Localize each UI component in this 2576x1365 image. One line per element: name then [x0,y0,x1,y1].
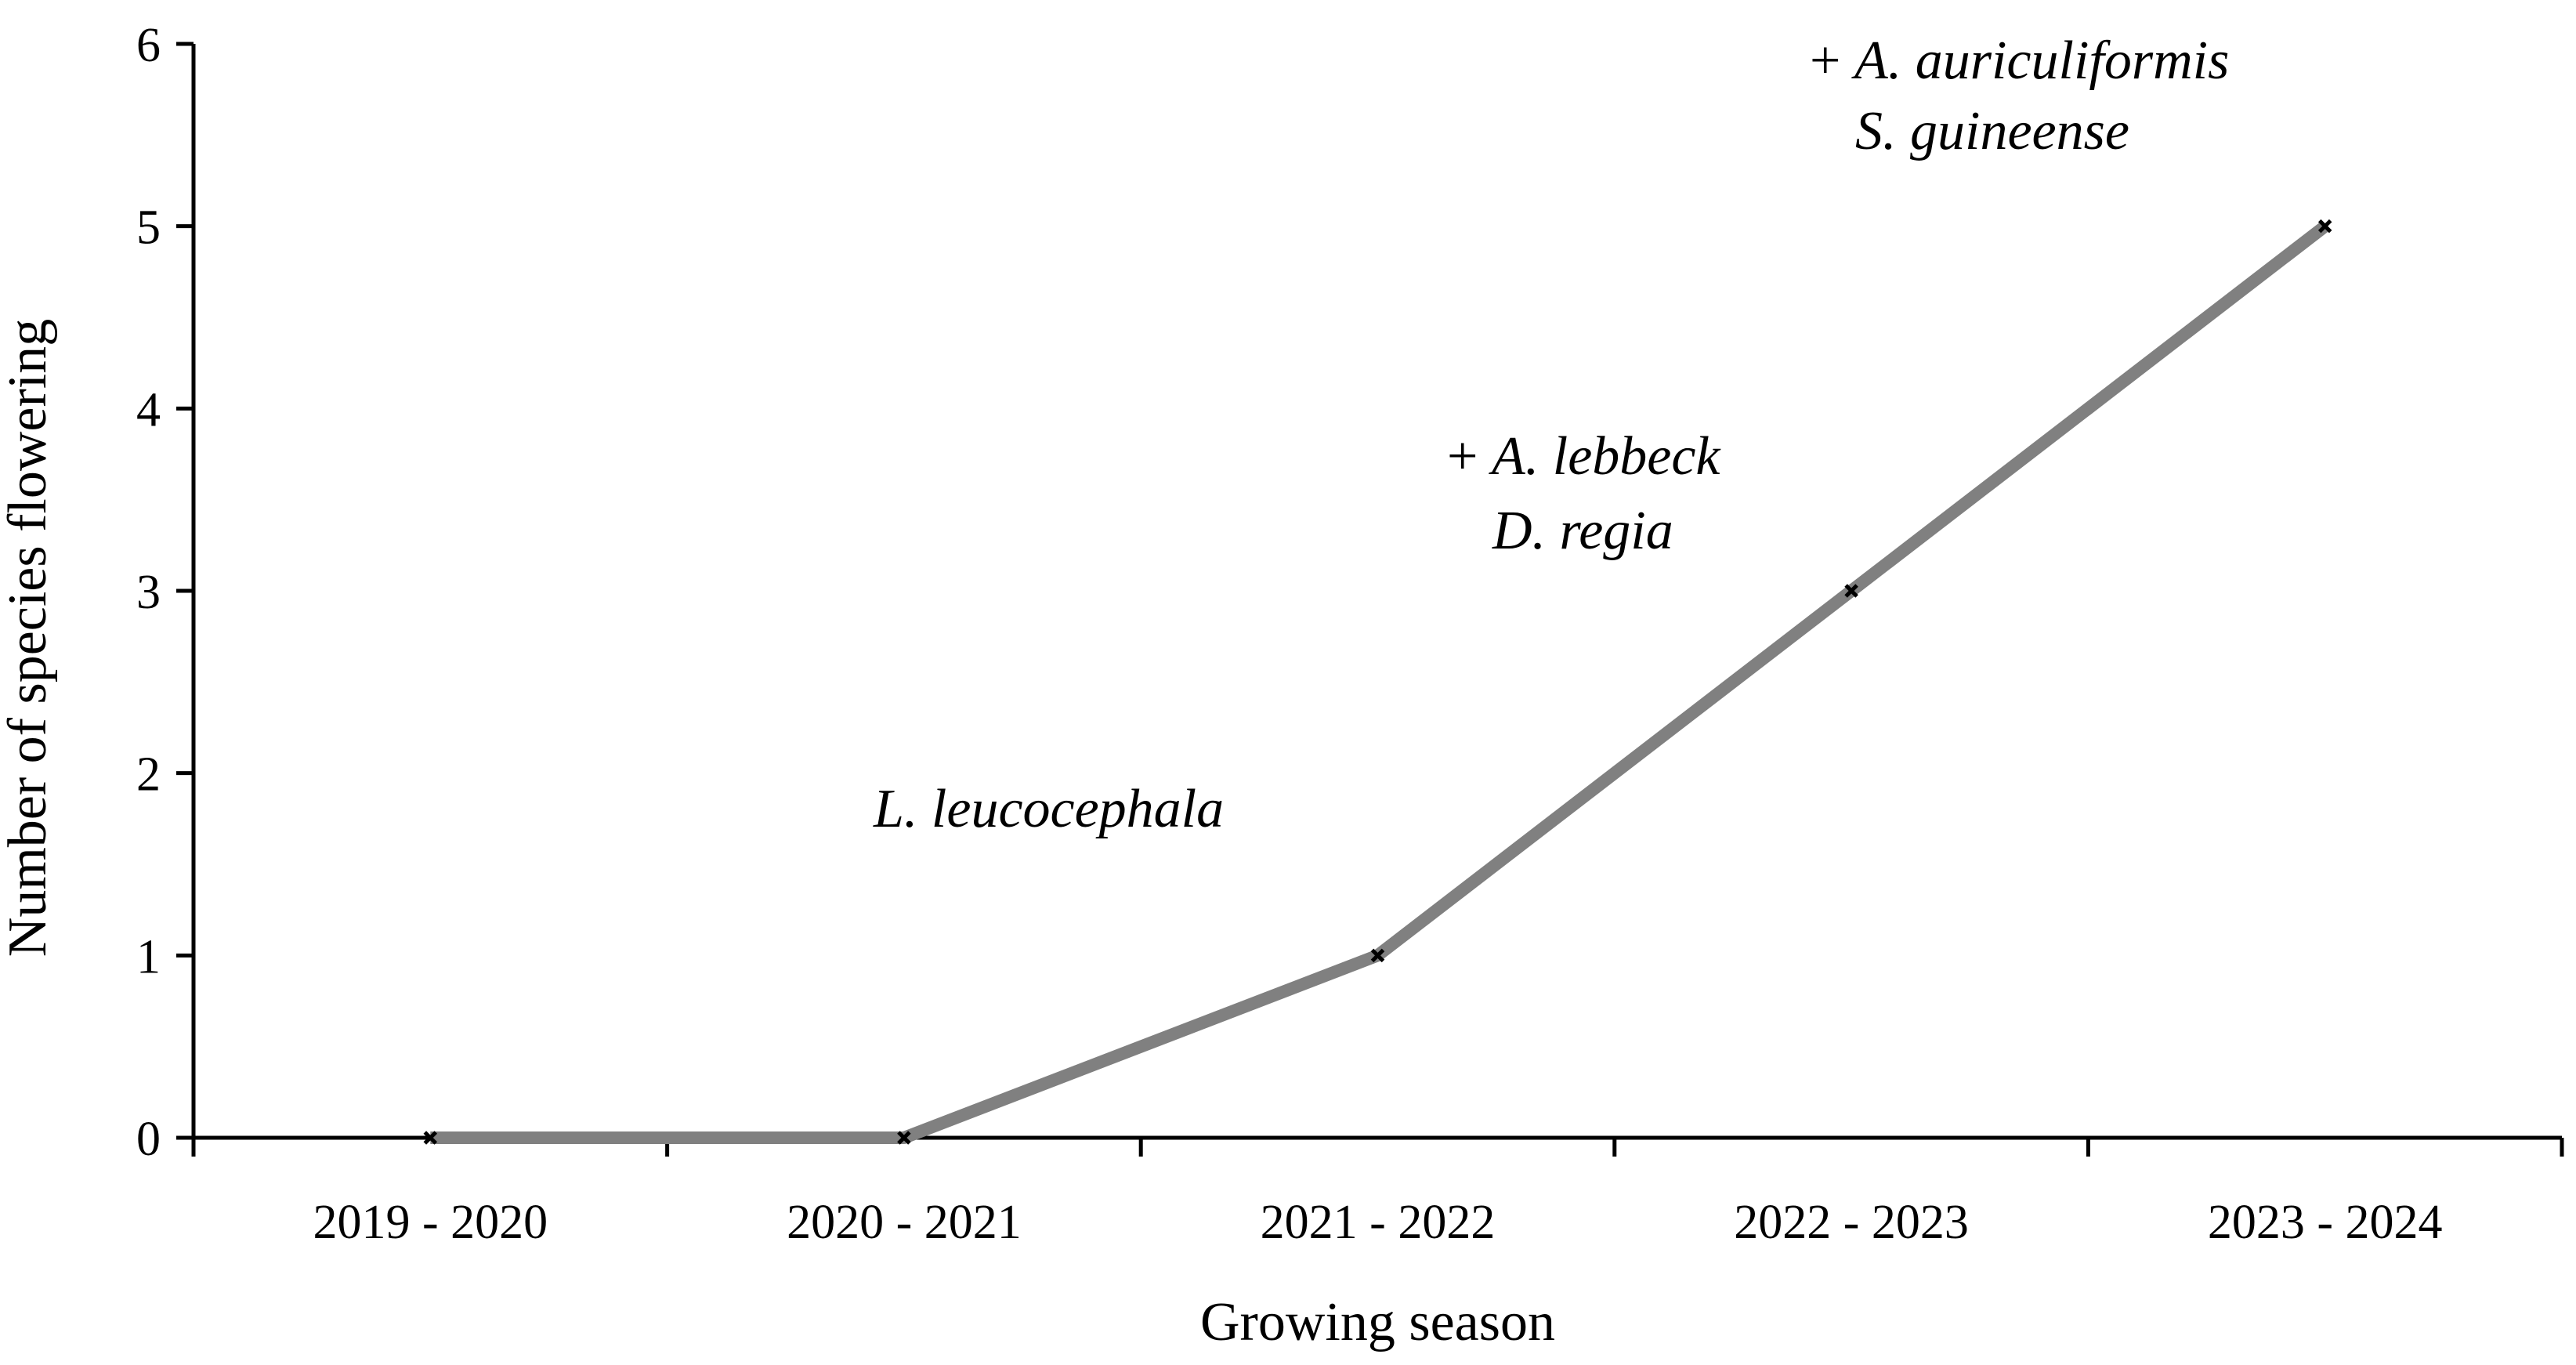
species-annotation: + A. auriculiformis [1810,31,2229,91]
x-axis-title: Growing season [1200,1292,1555,1352]
y-tick-label: 0 [136,1113,161,1166]
x-tick-label: 2019 - 2020 [313,1196,548,1249]
annotation-species-name: A. lebbeck [1489,426,1721,487]
y-tick-label: 2 [136,748,161,802]
annotation-species-name: A. auriculiformis [1851,31,2229,91]
species-annotation: + A. lebbeck [1447,426,1721,487]
y-tick-label: 6 [136,19,161,72]
data-point-marker [2317,219,2332,234]
x-axis-ticks: 2019 - 2020 2020 - 2021 2021 - 2022 2022 - … [191,1138,2564,1249]
y-tick-label: 1 [136,930,161,983]
x-tick-label: 2020 - 2021 [787,1196,1022,1249]
annotation-species-name: D. regia [1492,501,1673,561]
y-tick-label: 4 [136,383,161,436]
x-tick-label: 2021 - 2022 [1261,1196,1496,1249]
annotation-species-name: L. leucocephala [873,779,1224,839]
data-point-marker [1844,584,1858,598]
y-tick-label: 3 [136,566,161,619]
annotation-plus-sign: + [1447,426,1492,487]
annotation-plus-sign: + [1810,31,1854,91]
species-annotation: L. leucocephala [873,779,1224,839]
data-point-marker [897,1131,911,1145]
data-series [423,219,2332,1145]
y-axis-ticks: 0 1 2 3 4 5 6 [136,19,194,1166]
annotation-species-name: S. guineense [1855,101,2129,161]
y-axis-title: Number of species flowering [0,319,58,957]
x-tick-label: 2022 - 2023 [1734,1196,1969,1249]
y-tick-label: 5 [136,201,161,255]
series-line [430,221,2329,1144]
species-annotation: S. guineense [1855,101,2129,161]
x-tick-label: 2023 - 2024 [2208,1196,2443,1249]
data-point-marker [423,1131,438,1145]
species-annotation: D. regia [1492,501,1673,561]
data-point-marker [1370,948,1385,963]
axes [191,44,2562,1140]
